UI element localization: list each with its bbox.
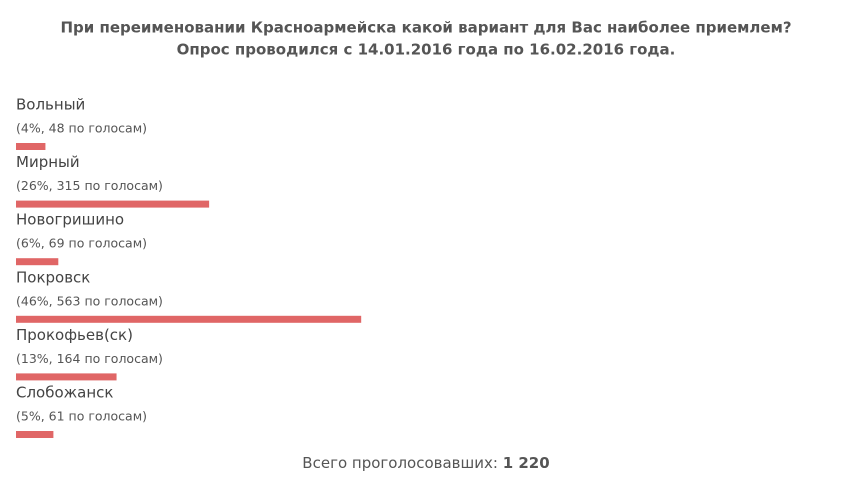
option-label: Мирный <box>16 153 80 171</box>
bar <box>16 143 46 150</box>
poll-subtitle: Опрос проводился с 14.01.2016 года по 16… <box>177 41 676 59</box>
option-result: (4%, 48 по голосам) <box>16 121 147 136</box>
bar <box>16 258 59 266</box>
option-label: Слобожанск <box>16 384 114 402</box>
option-result: (13%, 164 по голосам) <box>16 351 163 366</box>
total-label: Всего проголосовавших: <box>302 454 498 472</box>
bar <box>16 315 362 323</box>
bar <box>16 200 210 208</box>
option-result: (6%, 69 по голосам) <box>16 236 147 251</box>
bar <box>16 431 54 438</box>
option-result: (26%, 315 по голосам) <box>16 178 163 193</box>
total-votes: Всего проголосовавших: 1 220 <box>302 454 549 472</box>
option-label: Новогришино <box>16 211 124 229</box>
poll-title: При переименовании Красноармейска какой … <box>60 19 791 37</box>
option-label: Покровск <box>16 268 90 286</box>
option-result: (5%, 61 по голосам) <box>16 409 147 424</box>
option-label: Прокофьев(ск) <box>16 326 133 344</box>
option-result: (46%, 563 по голосам) <box>16 293 163 308</box>
bar <box>16 373 117 381</box>
option-label: Вольный <box>16 96 85 114</box>
total-value: 1 220 <box>503 454 550 472</box>
